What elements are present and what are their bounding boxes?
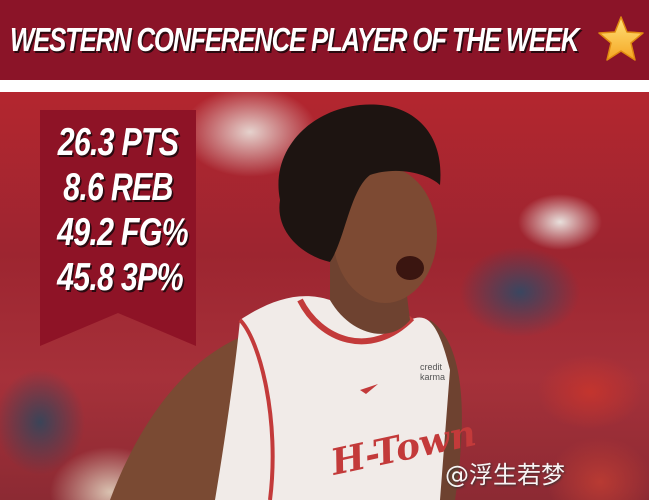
stat-three-point-pct: 45.8 3P% xyxy=(57,256,183,299)
player-photo: H-Town credit karma xyxy=(0,92,649,500)
page-title: WESTERN CONFERENCE PLAYER OF THE WEEK xyxy=(10,21,579,58)
watermark: @浮生若梦 xyxy=(445,461,565,489)
jersey-sponsor: credit karma xyxy=(420,362,446,382)
header-bar: WESTERN CONFERENCE PLAYER OF THE WEEK xyxy=(0,0,649,80)
star-icon xyxy=(598,16,644,61)
stat-field-goal-pct: 49.2 FG% xyxy=(57,211,188,254)
stat-points: 26.3 PTS xyxy=(57,121,179,164)
stats-banner xyxy=(40,110,196,346)
divider-stripe xyxy=(0,80,649,92)
stat-rebounds: 8.6 REB xyxy=(63,166,173,209)
player-figure xyxy=(110,104,462,500)
stats-list: 26.3 PTS 8.6 REB 49.2 FG% 45.8 3P% xyxy=(40,120,196,300)
